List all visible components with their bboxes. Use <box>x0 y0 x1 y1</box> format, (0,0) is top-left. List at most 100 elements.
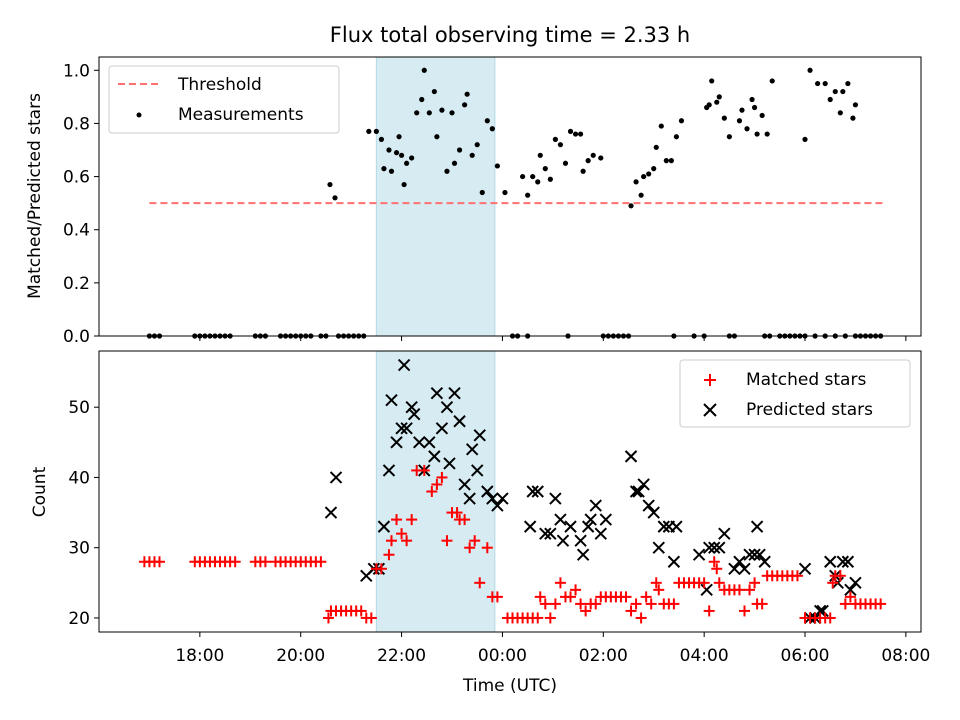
measurement-point <box>393 150 400 156</box>
predicted-star-point <box>397 358 411 372</box>
matched-star-point <box>431 478 443 490</box>
matched-star-point <box>620 591 632 603</box>
matched-star-point <box>469 535 481 547</box>
y-tick-label: 50 <box>68 398 90 418</box>
measurement-point <box>658 123 664 129</box>
predicted-star-point <box>440 400 454 414</box>
matched-star-point <box>436 471 448 483</box>
measurement-point <box>822 80 828 87</box>
matched-star-point <box>534 591 546 603</box>
predicted-star-point <box>448 386 461 400</box>
measurement-point <box>638 192 644 198</box>
measurement-point <box>832 88 838 95</box>
predicted-star-point <box>556 534 570 547</box>
top-x-ticks <box>199 336 907 341</box>
matched-star-point <box>650 577 662 589</box>
measurement-point <box>739 107 745 113</box>
observing-window-shade <box>375 56 496 337</box>
measurement-point <box>653 144 659 150</box>
measurement-point <box>469 152 475 158</box>
legend-matched-label: Matched stars <box>746 370 866 390</box>
matched-star-point <box>441 535 453 547</box>
predicted-star-point <box>481 485 494 498</box>
measurement-point <box>852 102 859 108</box>
measurement-point <box>464 91 470 97</box>
measurement-point <box>578 131 584 137</box>
measurement-point <box>502 189 508 196</box>
predicted-star-point <box>453 415 466 428</box>
predicted-star-point <box>430 386 444 400</box>
matched-star-point <box>645 598 657 610</box>
bottom-x-ticks: 18:00 20:00 22:00 00:00 02:00 04:00 06:00 08:00 <box>175 632 930 666</box>
predicted-star-point <box>728 562 741 575</box>
measurement-point <box>520 173 526 180</box>
matched-star-point <box>844 591 856 603</box>
measurement-point <box>749 96 755 103</box>
matched-star-point <box>703 605 715 617</box>
measurement-point <box>421 67 427 73</box>
matched-star-point <box>565 591 577 603</box>
measurement-point <box>401 181 407 188</box>
matched-star-point <box>451 507 463 519</box>
measurement-point <box>525 192 531 198</box>
matched-star-point <box>365 612 377 624</box>
predicted-star-point <box>435 422 449 435</box>
predicted-star-point <box>496 492 509 505</box>
x-tick-label: 02:00 <box>579 646 628 666</box>
predicted-star-point <box>324 506 338 519</box>
predicted-star-point <box>692 548 706 561</box>
predicted-star-point <box>390 436 403 449</box>
x-tick-label: 00:00 <box>478 646 527 666</box>
matched-star-point <box>532 612 544 624</box>
matched-star-point <box>554 577 566 589</box>
predicted-star-point <box>702 541 716 554</box>
predicted-star-point <box>718 527 731 540</box>
measurement-point <box>827 96 833 103</box>
matched-star-point <box>459 514 471 526</box>
measurement-point <box>381 166 387 172</box>
measurement-point <box>439 107 445 113</box>
measurement-point <box>651 166 657 172</box>
y-tick-label: 20 <box>68 609 90 629</box>
measurement-point <box>663 158 669 164</box>
measurement-point <box>434 134 440 140</box>
measurement-point <box>807 67 813 73</box>
measurement-point <box>474 142 480 148</box>
legend-predicted-swatch <box>703 403 717 417</box>
measurement-point <box>744 126 750 132</box>
measurement-point <box>404 160 410 166</box>
matched-star-point <box>630 598 642 610</box>
measurement-point <box>378 136 385 142</box>
measurement-point <box>388 168 395 174</box>
matched-star-point <box>575 598 587 610</box>
matched-star-point <box>491 591 503 603</box>
measurement-point <box>646 171 652 177</box>
measurement-point <box>542 166 548 172</box>
top-panel: 0.0 0.2 0.4 0.6 0.8 1.0 Matched/Predicted sta… <box>25 56 922 347</box>
matched-star-point <box>749 577 761 589</box>
predicted-star-point <box>816 604 829 618</box>
matched-star-point <box>418 464 430 476</box>
matched-star-point <box>733 584 745 596</box>
measurement-point <box>709 78 715 84</box>
y-tick-label: 0.4 <box>63 221 90 241</box>
bottom-y-ticks: 20 30 40 50 <box>68 398 99 629</box>
predicted-star-point <box>813 604 827 618</box>
measurement-point <box>409 155 415 161</box>
predicted-star-point <box>423 436 436 449</box>
measurement-point <box>398 152 405 158</box>
measurement-point <box>580 168 586 174</box>
predicted-star-point <box>473 429 486 442</box>
matched-star-point <box>396 528 408 540</box>
matched-star-point <box>154 556 166 568</box>
predicted-star-point <box>647 506 660 519</box>
predicted-star-point <box>670 520 683 533</box>
measurement-point <box>494 163 500 169</box>
top-y-ticks: 0.0 0.2 0.4 0.6 0.8 1.0 <box>63 61 99 347</box>
predicted-star-point <box>667 555 681 568</box>
predicted-star-point <box>564 520 577 533</box>
matched-star-point <box>711 563 723 575</box>
predicted-star-point <box>738 562 751 575</box>
predicted-star-point <box>544 527 557 540</box>
measurement-point <box>537 152 543 158</box>
